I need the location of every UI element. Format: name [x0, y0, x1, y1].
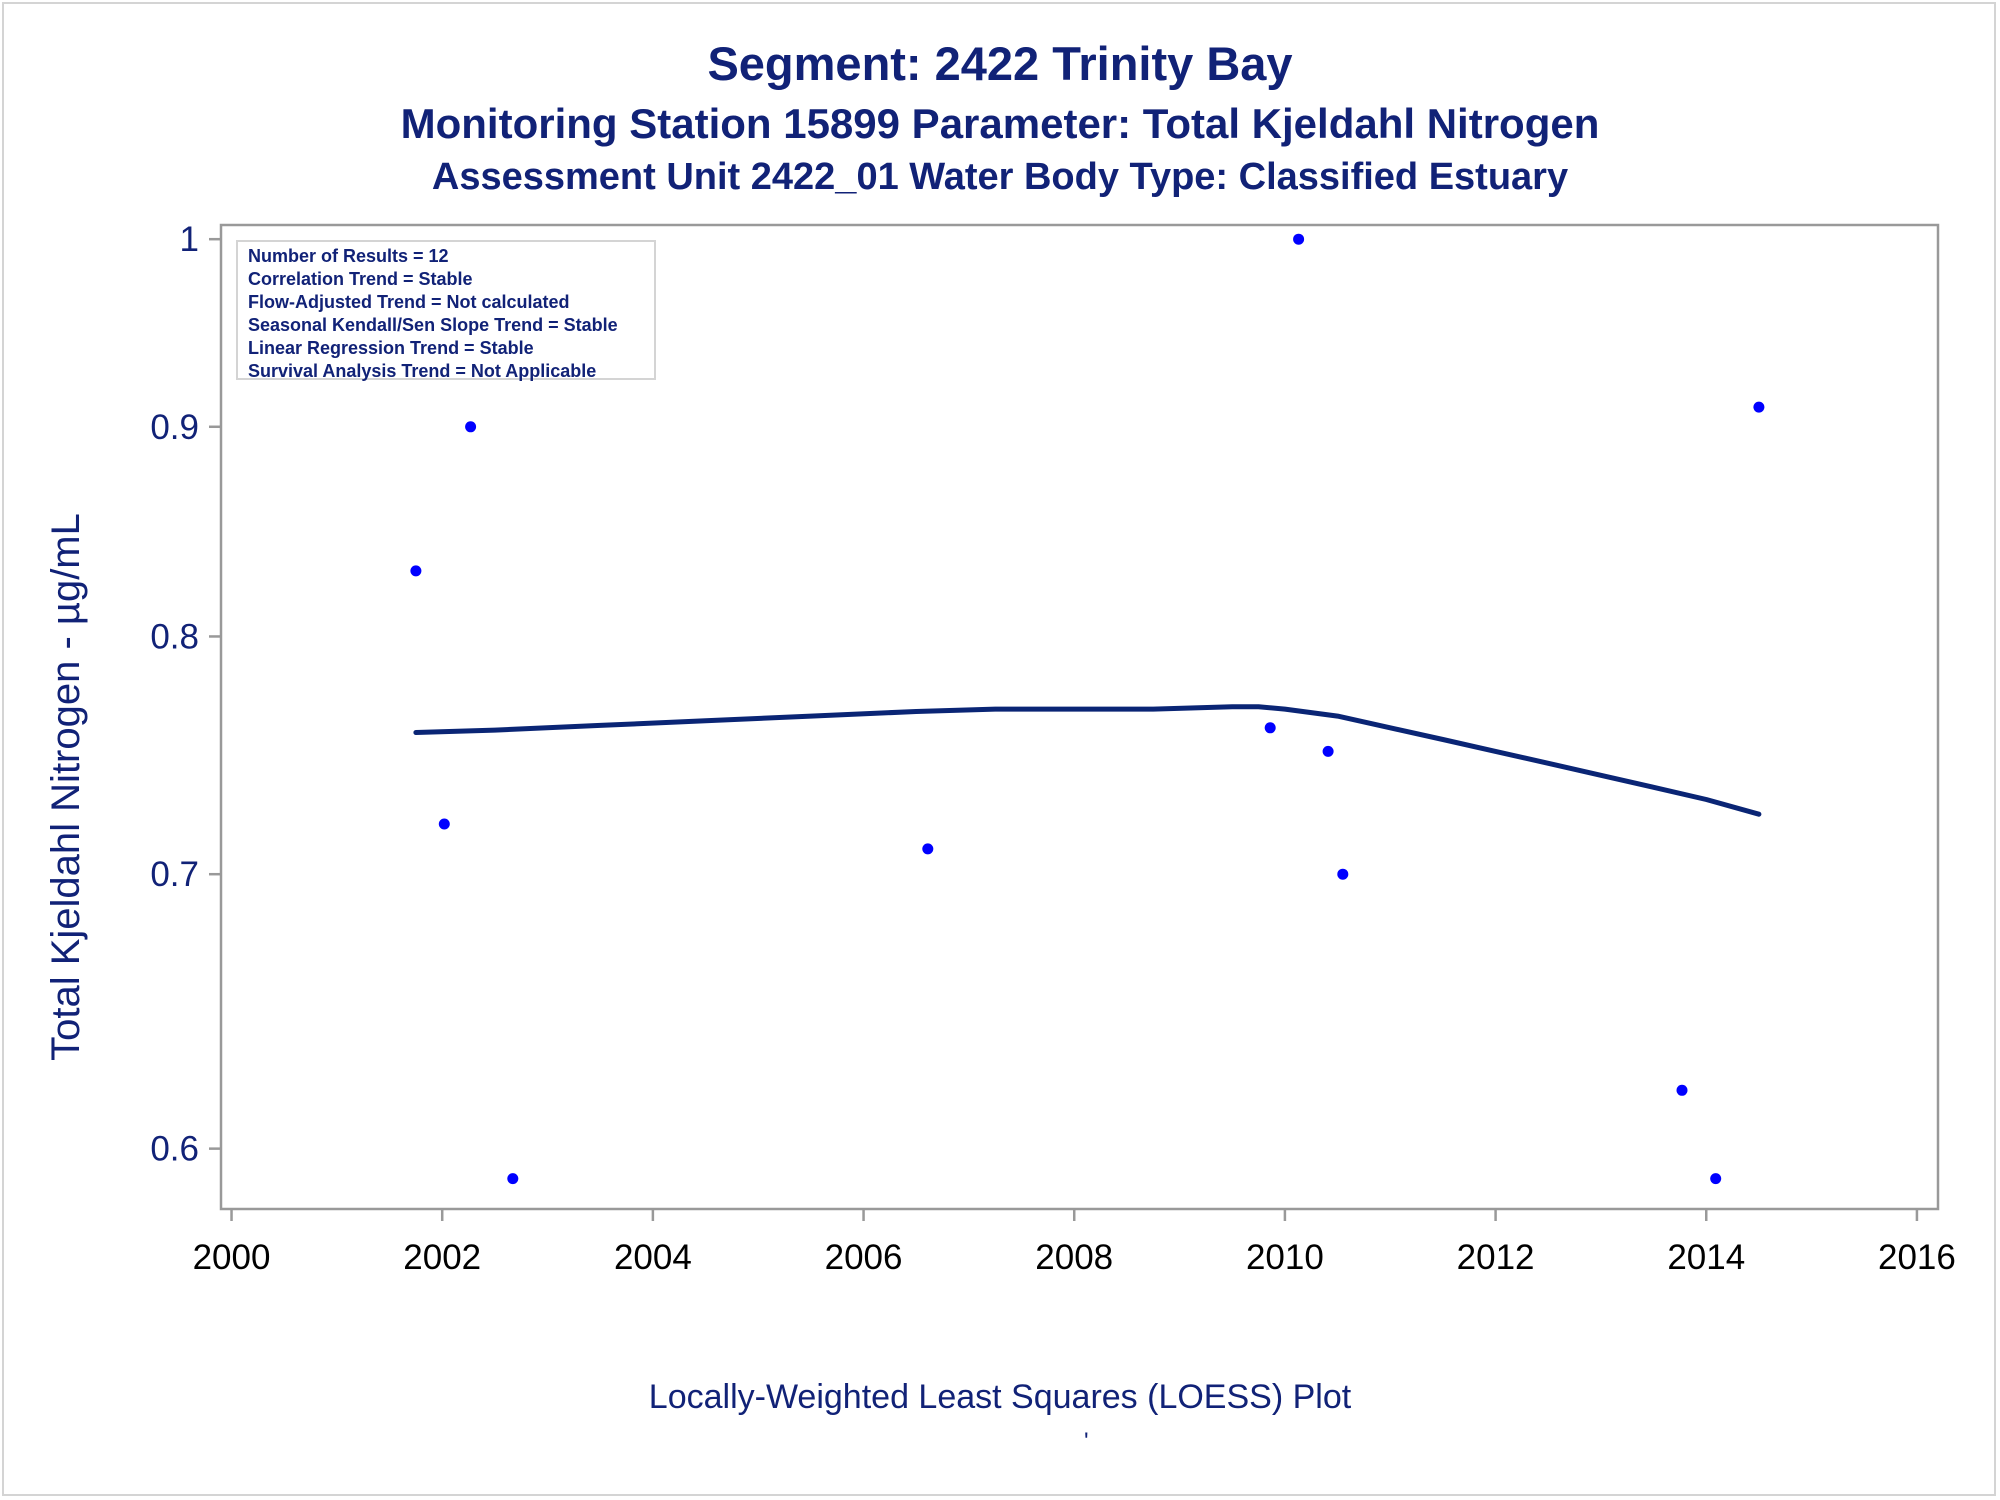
data-point: [1264, 722, 1276, 734]
plot-area-border: [219, 223, 1940, 1211]
chart-title: Segment: 2422 Trinity Bay: [707, 37, 1293, 90]
x-tick-label: 2014: [1667, 1238, 1745, 1277]
stat-flow-adjusted-trend: Flow-Adjusted Trend = Not calculated: [248, 292, 570, 312]
stat-linear-regression-trend: Linear Regression Trend = Stable: [248, 338, 534, 358]
x-tick-label: 2010: [1246, 1238, 1324, 1277]
x-tick-label: 2008: [1035, 1238, 1113, 1277]
chart-subtitle-assessment: Assessment Unit 2422_01 Water Body Type:…: [431, 156, 1569, 198]
data-point: [1753, 401, 1765, 413]
data-point: [507, 1173, 519, 1185]
data-point: [465, 421, 477, 433]
trend-stats-box: Number of Results = 12 Correlation Trend…: [236, 240, 656, 381]
data-point: [1293, 233, 1305, 245]
stat-number-of-results: Number of Results = 12: [248, 246, 449, 266]
plot-method-footnote: Locally-Weighted Least Squares (LOESS) P…: [648, 1378, 1352, 1416]
loess-line: [413, 704, 1762, 817]
stat-survival-analysis-trend: Survival Analysis Trend = Not Applicable: [248, 361, 597, 381]
data-point: [438, 818, 450, 830]
stat-seasonal-kendall-trend: Seasonal Kendall/Sen Slope Trend = Stabl…: [248, 315, 618, 335]
x-tick-label: 2006: [825, 1238, 903, 1277]
x-tick-label: 2016: [1878, 1238, 1956, 1277]
footnote-mark: ': [1084, 1428, 1089, 1455]
y-axis-label: Total Kjeldahl Nitrogen - µg/mL: [44, 513, 88, 1061]
data-point: [1322, 745, 1334, 757]
data-point: [410, 565, 422, 577]
data-point: [1676, 1084, 1688, 1096]
y-tick-label: 1: [180, 220, 199, 259]
x-tick-label: 2000: [193, 1238, 271, 1277]
data-point: [1710, 1173, 1722, 1185]
data-point: [1337, 868, 1349, 880]
x-tick-label: 2002: [403, 1238, 481, 1277]
x-tick-label: 2004: [614, 1238, 692, 1277]
data-point: [922, 843, 934, 855]
y-tick-label: 0.9: [150, 408, 199, 447]
x-tick-label: 2012: [1457, 1238, 1535, 1277]
y-tick-label: 0.6: [150, 1130, 199, 1169]
y-tick-label: 0.8: [150, 617, 199, 656]
y-tick-label: 0.7: [150, 855, 199, 894]
chart-subtitle-station: Monitoring Station 15899 Parameter: Tota…: [400, 100, 1600, 147]
stat-correlation-trend: Correlation Trend = Stable: [248, 269, 473, 289]
